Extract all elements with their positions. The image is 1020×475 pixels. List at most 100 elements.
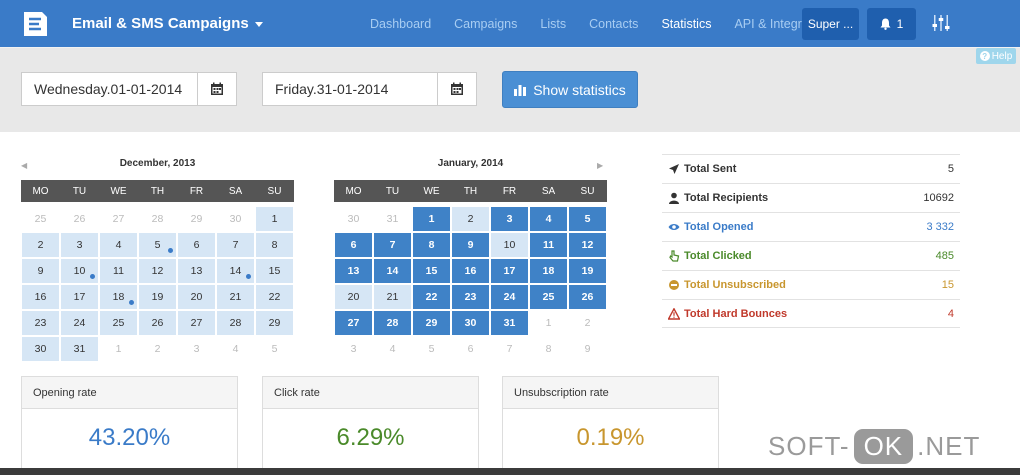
calendar-day[interactable]: 6 xyxy=(334,232,373,258)
calendar-day[interactable]: 30 xyxy=(21,336,60,362)
calendar-day[interactable]: 30 xyxy=(216,206,255,232)
calendar-day[interactable]: 26 xyxy=(60,206,99,232)
calendar-day[interactable]: 9 xyxy=(451,232,490,258)
calendar-day[interactable]: 13 xyxy=(177,258,216,284)
help-button[interactable]: ? Help xyxy=(976,48,1016,64)
calendar-day[interactable]: 28 xyxy=(373,310,412,336)
calendar-day[interactable]: 4 xyxy=(373,336,412,362)
start-date-input[interactable]: Wednesday.01-01-2014 xyxy=(21,72,198,106)
calendar-day[interactable]: 15 xyxy=(412,258,451,284)
calendar-day[interactable]: 11 xyxy=(529,232,568,258)
calendar-day[interactable]: 7 xyxy=(490,336,529,362)
calendar-prev-icon[interactable]: ◀ xyxy=(21,161,28,170)
calendar-day[interactable]: 3 xyxy=(60,232,99,258)
calendar-day[interactable]: 12 xyxy=(568,232,607,258)
calendar-day[interactable]: 13 xyxy=(334,258,373,284)
calendar-next-icon[interactable]: ▶ xyxy=(597,161,604,170)
nav-contacts[interactable]: Contacts xyxy=(589,16,639,31)
calendar-day[interactable]: 20 xyxy=(334,284,373,310)
calendar-day[interactable]: 14 xyxy=(216,258,255,284)
calendar-day[interactable]: 27 xyxy=(334,310,373,336)
app-logo-icon[interactable] xyxy=(18,7,52,41)
calendar-day[interactable]: 19 xyxy=(138,284,177,310)
calendar-day[interactable]: 31 xyxy=(490,310,529,336)
calendar-day[interactable]: 8 xyxy=(255,232,294,258)
calendar-day[interactable]: 4 xyxy=(529,206,568,232)
calendar-day[interactable]: 9 xyxy=(568,336,607,362)
calendar-day[interactable]: 29 xyxy=(412,310,451,336)
calendar-day[interactable]: 16 xyxy=(451,258,490,284)
calendar-day[interactable]: 21 xyxy=(373,284,412,310)
calendar-day[interactable]: 23 xyxy=(451,284,490,310)
calendar-day[interactable]: 30 xyxy=(334,206,373,232)
end-date-picker-button[interactable] xyxy=(437,72,477,106)
calendar-day[interactable]: 27 xyxy=(99,206,138,232)
calendar-day[interactable]: 2 xyxy=(138,336,177,362)
calendar-day[interactable]: 14 xyxy=(373,258,412,284)
calendar-day[interactable]: 7 xyxy=(216,232,255,258)
nav-statistics[interactable]: Statistics xyxy=(661,16,712,31)
calendar-day[interactable]: 5 xyxy=(412,336,451,362)
calendar-day[interactable]: 28 xyxy=(138,206,177,232)
calendar-day[interactable]: 23 xyxy=(21,310,60,336)
user-menu-button[interactable]: Super ... xyxy=(802,8,859,40)
calendar-day[interactable]: 16 xyxy=(21,284,60,310)
calendar-day[interactable]: 9 xyxy=(21,258,60,284)
notifications-button[interactable]: 1 xyxy=(867,8,916,40)
end-date-input[interactable]: Friday.31-01-2014 xyxy=(262,72,438,106)
nav-lists[interactable]: Lists xyxy=(540,16,567,31)
calendar-day[interactable]: 22 xyxy=(412,284,451,310)
calendar-day[interactable]: 12 xyxy=(138,258,177,284)
calendar-day[interactable]: 1 xyxy=(255,206,294,232)
calendar-day[interactable]: 15 xyxy=(255,258,294,284)
calendar-day[interactable]: 8 xyxy=(529,336,568,362)
show-statistics-button[interactable]: Show statistics xyxy=(502,71,638,108)
calendar-day[interactable]: 2 xyxy=(21,232,60,258)
calendar-day[interactable]: 26 xyxy=(138,310,177,336)
calendar-day[interactable]: 17 xyxy=(490,258,529,284)
calendar-day[interactable]: 6 xyxy=(451,336,490,362)
calendar-day[interactable]: 24 xyxy=(490,284,529,310)
settings-sliders-icon[interactable] xyxy=(931,13,951,33)
calendar-day[interactable]: 1 xyxy=(412,206,451,232)
calendar-day[interactable]: 11 xyxy=(99,258,138,284)
calendar-day[interactable]: 1 xyxy=(99,336,138,362)
calendar-day[interactable]: 4 xyxy=(216,336,255,362)
calendar-day[interactable]: 5 xyxy=(255,336,294,362)
calendar-day[interactable]: 18 xyxy=(529,258,568,284)
calendar-day[interactable]: 10 xyxy=(490,232,529,258)
calendar-day[interactable]: 25 xyxy=(99,310,138,336)
calendar-day[interactable]: 10 xyxy=(60,258,99,284)
calendar-day[interactable]: 3 xyxy=(177,336,216,362)
brand-dropdown[interactable]: Email & SMS Campaigns xyxy=(72,15,263,32)
calendar-day[interactable]: 3 xyxy=(334,336,373,362)
calendar-day[interactable]: 2 xyxy=(451,206,490,232)
calendar-day[interactable]: 18 xyxy=(99,284,138,310)
nav-dashboard[interactable]: Dashboard xyxy=(370,16,432,31)
calendar-day[interactable]: 5 xyxy=(568,206,607,232)
calendar-day[interactable]: 20 xyxy=(177,284,216,310)
calendar-day[interactable]: 31 xyxy=(373,206,412,232)
calendar-day[interactable]: 3 xyxy=(490,206,529,232)
calendar-day[interactable]: 19 xyxy=(568,258,607,284)
calendar-day[interactable]: 1 xyxy=(529,310,568,336)
calendar-day[interactable]: 30 xyxy=(451,310,490,336)
calendar-day[interactable]: 22 xyxy=(255,284,294,310)
calendar-day[interactable]: 24 xyxy=(60,310,99,336)
calendar-day[interactable]: 5 xyxy=(138,232,177,258)
calendar-day[interactable]: 25 xyxy=(21,206,60,232)
calendar-day[interactable]: 29 xyxy=(255,310,294,336)
calendar-day[interactable]: 2 xyxy=(568,310,607,336)
calendar-day[interactable]: 29 xyxy=(177,206,216,232)
calendar-day[interactable]: 8 xyxy=(412,232,451,258)
calendar-day[interactable]: 21 xyxy=(216,284,255,310)
calendar-day[interactable]: 31 xyxy=(60,336,99,362)
calendar-day[interactable]: 17 xyxy=(60,284,99,310)
calendar-day[interactable]: 28 xyxy=(216,310,255,336)
calendar-day[interactable]: 25 xyxy=(529,284,568,310)
calendar-day[interactable]: 4 xyxy=(99,232,138,258)
nav-campaigns[interactable]: Campaigns xyxy=(454,16,518,31)
calendar-day[interactable]: 6 xyxy=(177,232,216,258)
calendar-day[interactable]: 26 xyxy=(568,284,607,310)
calendar-day[interactable]: 27 xyxy=(177,310,216,336)
